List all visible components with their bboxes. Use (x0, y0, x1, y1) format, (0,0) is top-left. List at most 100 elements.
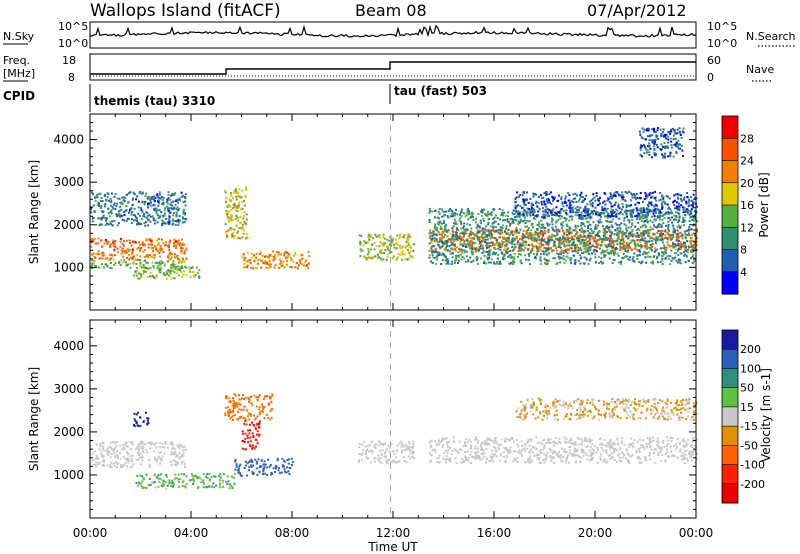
velocity-echo-cell (103, 459, 106, 462)
velocity-echo-cell (183, 463, 186, 466)
power-echo-cell (230, 191, 232, 194)
power-echo-cell (648, 151, 651, 154)
velocity-echo-cell (170, 482, 173, 485)
power-echo-cell (246, 265, 249, 268)
power-echo-cell (669, 244, 672, 247)
power-echo-cell (169, 239, 172, 242)
power-echo-cell (157, 199, 160, 202)
power-echo-cell (684, 237, 687, 240)
velocity-echo-cell (262, 473, 264, 475)
power-echo-cell (184, 249, 187, 252)
power-echo-cell (169, 194, 172, 197)
power-echo-cell (649, 219, 652, 222)
power-echo-cell (555, 220, 558, 223)
power-echo-cell (651, 236, 654, 239)
power-echo-cell (435, 237, 438, 240)
power-echo-cell (564, 245, 566, 248)
power-echo-cell (181, 275, 184, 278)
power-echo-cell (613, 259, 616, 261)
power-echo-cell (547, 246, 550, 249)
power-echo-cell (631, 196, 634, 199)
power-echo-cell (625, 243, 628, 246)
power-echo-cell (511, 240, 514, 243)
power-echo-cell (477, 250, 480, 253)
velocity-echo-cell (146, 419, 149, 422)
power-echo-cell (262, 261, 265, 264)
power-echo-cell (476, 232, 479, 235)
power-echo-cell (523, 202, 526, 205)
power-echo-cell (446, 235, 449, 238)
power-echo-cell (282, 265, 285, 268)
power-echo-cell (622, 245, 625, 248)
power-echo-cell (492, 242, 494, 245)
power-echo-cell (129, 256, 132, 259)
noise-right-tick-top: 10^5 (707, 20, 737, 33)
power-echo-cell (167, 245, 170, 248)
power-echo-cell (454, 247, 457, 250)
power-echo-cell (191, 271, 194, 274)
velocity-echo-cell (145, 473, 148, 476)
power-echo-cell (128, 192, 131, 195)
power-echo-cell (132, 248, 134, 251)
power-echo-cell (164, 274, 167, 276)
power-echo-cell (110, 212, 113, 215)
power-echo-cell (518, 247, 521, 250)
power-echo-cell (518, 253, 520, 256)
power-echo-cell (451, 262, 454, 265)
power-echo-cell (146, 267, 149, 269)
power-echo-cell (111, 254, 114, 257)
power-echo-cell (496, 238, 498, 241)
power-echo-cell (104, 257, 107, 260)
power-echo-cell (522, 213, 525, 216)
power-echo-cell (90, 208, 92, 210)
power-echo-cell (391, 257, 394, 259)
power-echo-cell (663, 234, 666, 237)
power-echo-cell (675, 239, 678, 242)
power-echo-cell (107, 193, 110, 196)
power-echo-cell (175, 215, 178, 218)
velocity-echo-cell (250, 460, 253, 463)
power-echo-cell (598, 237, 601, 240)
power-echo-cell (673, 207, 676, 210)
power-echo-cell (490, 225, 493, 228)
power-echo-cell (481, 211, 484, 214)
power-echo-cell (139, 191, 142, 193)
power-echo-cell (261, 254, 264, 257)
power-echo-cell (642, 224, 644, 227)
power-echo-cell (676, 233, 679, 236)
power-echo-cell (547, 239, 550, 242)
power-echo-cell (565, 240, 568, 243)
power-echo-cell (136, 270, 139, 273)
velocity-echo-cell (177, 461, 179, 464)
power-echo-cell (666, 238, 669, 241)
power-echo-cell (680, 145, 683, 147)
power-echo-cell (486, 238, 489, 241)
power-echo-cell (661, 263, 664, 265)
power-echo-cell (695, 230, 698, 232)
power-echo-cell (438, 240, 441, 243)
power-echo-cell (462, 239, 465, 242)
power-echo-cell (581, 222, 584, 225)
power-echo-cell (494, 226, 497, 229)
power-echo-cell (227, 228, 230, 231)
power-echo-cell (654, 154, 657, 157)
power-echo-cell (580, 218, 583, 220)
power-echo-cell (147, 243, 150, 246)
power-echo-cell (609, 215, 612, 218)
power-echo-cell (141, 191, 144, 194)
power-echo-cell (618, 241, 621, 244)
power-echo-cell (588, 232, 591, 235)
power-echo-cell (683, 254, 686, 257)
velocity-echo-cell (131, 454, 134, 457)
power-echo-cell (112, 259, 115, 262)
power-echo-cell (445, 247, 448, 250)
power-echo-cell (676, 128, 679, 131)
power-echo-cell (590, 210, 593, 213)
power-echo-cell (532, 192, 535, 195)
power-echo-cell (587, 210, 589, 213)
power-echo-cell (180, 248, 183, 251)
power-echo-cell (511, 217, 513, 220)
power-echo-cell (529, 234, 532, 237)
power-echo-cell (621, 203, 624, 206)
